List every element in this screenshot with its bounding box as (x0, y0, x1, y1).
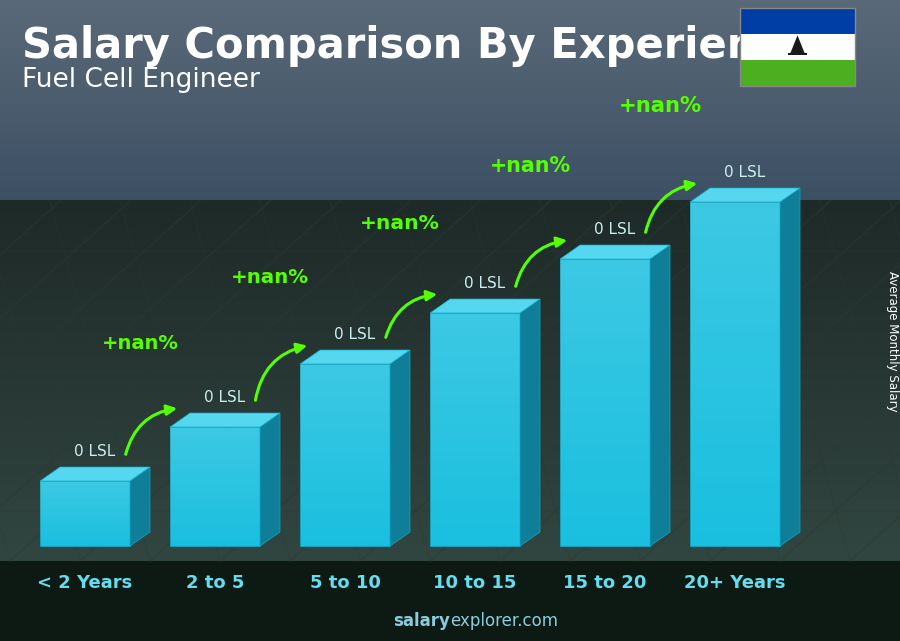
Text: +nan%: +nan% (102, 334, 178, 353)
Text: 2 to 5: 2 to 5 (185, 574, 244, 592)
Text: +nan%: +nan% (618, 96, 702, 116)
Polygon shape (790, 35, 805, 53)
Bar (170, 427, 260, 546)
Text: Average Monthly Salary: Average Monthly Salary (886, 271, 898, 412)
Text: 0 LSL: 0 LSL (75, 444, 115, 459)
Text: +nan%: +nan% (231, 268, 309, 287)
Polygon shape (300, 350, 410, 364)
Bar (740, 34, 855, 60)
Bar (560, 259, 650, 546)
Bar (40, 481, 130, 546)
Text: 20+ Years: 20+ Years (684, 574, 786, 592)
Polygon shape (520, 299, 540, 546)
Polygon shape (780, 188, 800, 546)
Polygon shape (260, 413, 280, 546)
Text: 0 LSL: 0 LSL (724, 165, 766, 180)
Text: 15 to 20: 15 to 20 (563, 574, 647, 592)
Text: 0 LSL: 0 LSL (594, 222, 635, 237)
Polygon shape (560, 245, 670, 259)
Text: explorer.com: explorer.com (450, 612, 558, 630)
Text: +nan%: +nan% (360, 214, 440, 233)
Text: 10 to 15: 10 to 15 (433, 574, 517, 592)
Polygon shape (690, 188, 800, 202)
Text: salary: salary (393, 612, 450, 630)
Bar (430, 313, 520, 546)
Bar (300, 364, 390, 546)
Text: Fuel Cell Engineer: Fuel Cell Engineer (22, 67, 260, 93)
Text: +nan%: +nan% (490, 156, 571, 176)
Polygon shape (430, 299, 540, 313)
Bar (0, 561, 900, 641)
Bar (740, 60, 855, 86)
Text: 0 LSL: 0 LSL (204, 390, 246, 405)
Bar (740, 8, 855, 86)
Polygon shape (130, 467, 150, 546)
Text: 5 to 10: 5 to 10 (310, 574, 381, 592)
Bar (740, 8, 855, 34)
Polygon shape (170, 413, 280, 427)
Polygon shape (650, 245, 670, 546)
Polygon shape (40, 467, 150, 481)
Text: 0 LSL: 0 LSL (335, 327, 375, 342)
Text: 0 LSL: 0 LSL (464, 276, 506, 291)
Bar (788, 53, 806, 55)
Text: Salary Comparison By Experience: Salary Comparison By Experience (22, 25, 809, 67)
Bar (690, 202, 780, 546)
Text: < 2 Years: < 2 Years (38, 574, 132, 592)
Polygon shape (390, 350, 410, 546)
